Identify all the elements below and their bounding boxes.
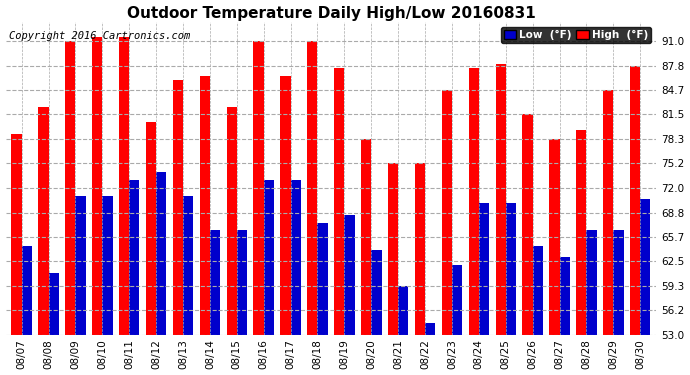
Bar [344,215,355,335]
Bar [495,64,506,335]
Bar [102,196,112,335]
Title: Outdoor Temperature Daily High/Low 20160831: Outdoor Temperature Daily High/Low 20160… [126,6,535,21]
Bar [317,223,328,335]
Bar [280,76,290,335]
Bar [48,273,59,335]
Bar [66,41,75,335]
Bar [640,200,651,335]
Bar [522,114,533,335]
Bar [129,180,139,335]
Bar [560,257,570,335]
Bar [549,139,560,335]
Bar [533,246,543,335]
Bar [576,130,586,335]
Bar [253,41,264,335]
Bar [226,107,237,335]
Bar [630,66,640,335]
Bar [307,41,317,335]
Bar [290,180,301,335]
Bar [75,196,86,335]
Bar [415,163,425,335]
Bar [183,196,193,335]
Bar [469,68,479,335]
Bar [12,134,21,335]
Bar [388,163,398,335]
Bar [586,230,597,335]
Bar [264,180,274,335]
Bar [39,107,48,335]
Bar [603,90,613,335]
Bar [156,172,166,335]
Bar [237,230,247,335]
Bar [146,122,156,335]
Bar [613,230,624,335]
Bar [442,90,452,335]
Bar [119,37,129,335]
Bar [21,246,32,335]
Bar [371,250,382,335]
Bar [199,76,210,335]
Legend: Low  (°F), High  (°F): Low (°F), High (°F) [501,27,651,43]
Text: Copyright 2016 Cartronics.com: Copyright 2016 Cartronics.com [9,31,190,41]
Bar [334,68,344,335]
Bar [172,80,183,335]
Bar [425,323,435,335]
Bar [479,203,489,335]
Bar [92,37,102,335]
Bar [398,286,408,335]
Bar [506,203,516,335]
Bar [210,230,220,335]
Bar [452,265,462,335]
Bar [361,139,371,335]
